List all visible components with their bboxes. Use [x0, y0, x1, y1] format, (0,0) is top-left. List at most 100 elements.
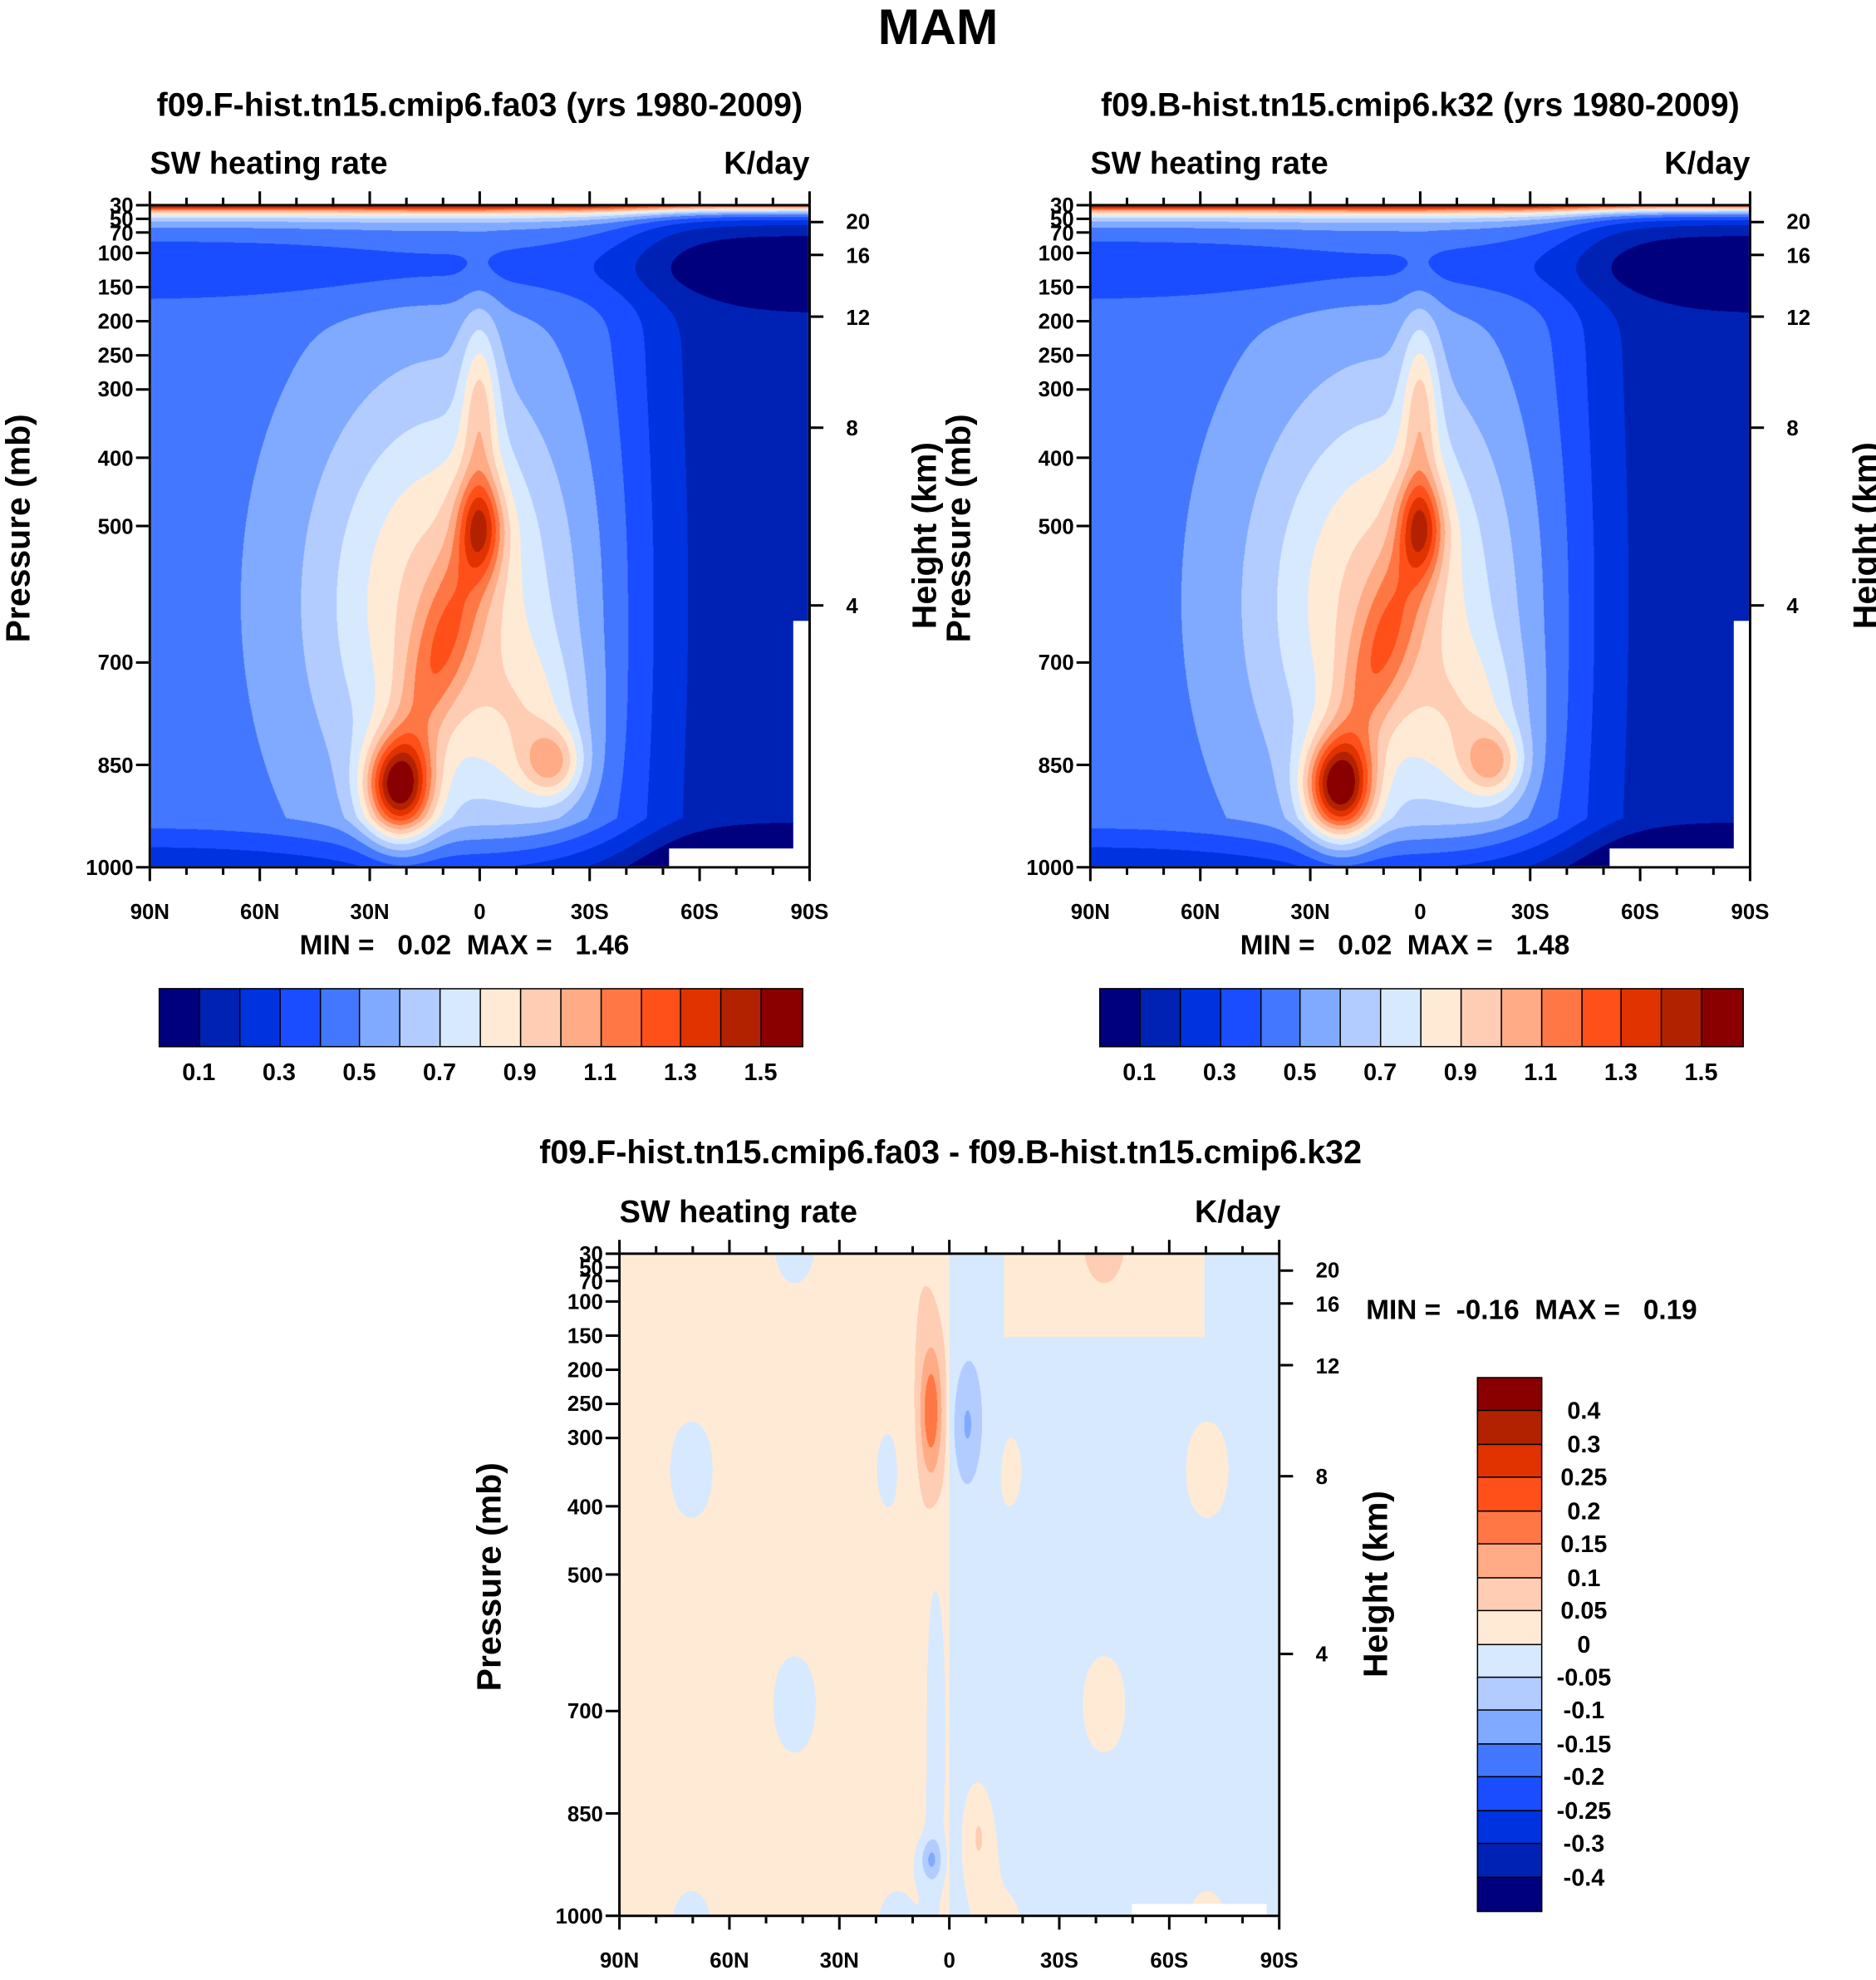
- colorbar-label: -0.05: [1556, 1665, 1612, 1692]
- x-tick-label: 30N: [1290, 900, 1330, 924]
- colorbar-swatch: [1179, 988, 1222, 1048]
- y-tick-label: 500: [567, 1563, 603, 1588]
- colorbar-label: 0.9: [1443, 1059, 1477, 1087]
- y-tick-label: 1000: [86, 856, 134, 880]
- y-tick-label: 100: [97, 241, 134, 266]
- colorbar-label: -0.25: [1556, 1798, 1612, 1825]
- x-tick-label: 90N: [130, 900, 169, 924]
- panel-2-contour-plot: [1088, 204, 1751, 869]
- y-tick-label: 150: [1038, 275, 1074, 300]
- y-tick-label: 850: [1038, 753, 1074, 778]
- y-tick-label: 150: [97, 275, 134, 300]
- colorbar-label: 0.7: [1363, 1059, 1397, 1087]
- difference-units-label: K/day: [1195, 1194, 1281, 1231]
- colorbar-swatch: [1476, 1776, 1543, 1812]
- colorbar-swatch: [1460, 988, 1503, 1048]
- y-tick-label: 700: [97, 651, 134, 676]
- colorbar-label: 1.5: [1684, 1059, 1718, 1087]
- colorbar-swatch: [1476, 1609, 1543, 1646]
- colorbar-swatch: [1139, 988, 1181, 1048]
- colorbar-swatch: [600, 988, 642, 1048]
- height-tick-label: 20: [1786, 210, 1811, 235]
- panel-2-contour-field: [1091, 206, 1749, 867]
- difference-variable-label: SW heating rate: [619, 1194, 857, 1231]
- difference-min-max: MIN = -0.16 MAX = 0.19: [1366, 1294, 1697, 1326]
- x-tick-label: 90S: [1731, 900, 1770, 924]
- y-tick-label: 1000: [1026, 856, 1074, 880]
- colorbar-swatch: [479, 988, 522, 1048]
- y-tick-label: 250: [97, 344, 134, 368]
- colorbar-label: 1.1: [583, 1059, 617, 1087]
- colorbar-swatch: [399, 988, 442, 1048]
- panel-1-title: f09.F-hist.tn15.cmip6.fa03 (yrs 1980-200…: [156, 86, 803, 124]
- y-tick-label: 50: [1049, 207, 1074, 232]
- height-tick-label: 20: [846, 210, 871, 235]
- colorbar-label: 1.5: [744, 1059, 778, 1087]
- y-tick-label: 250: [1038, 344, 1074, 368]
- colorbar-label: 0.9: [503, 1059, 537, 1087]
- colorbar-label: 1.3: [663, 1059, 697, 1087]
- colorbar-swatch: [1701, 988, 1744, 1048]
- colorbar-swatch: [1540, 988, 1583, 1048]
- max-label: MAX =: [1535, 1294, 1621, 1326]
- y-tick-label: 400: [97, 446, 134, 471]
- height-tick-label: 12: [846, 305, 871, 330]
- difference-contour-plot: [618, 1252, 1281, 1918]
- x-tick-label: 30S: [1510, 900, 1549, 924]
- colorbar-label: 0: [1577, 1632, 1591, 1658]
- colorbar-label: 0.5: [342, 1059, 376, 1087]
- height-tick-label: 16: [1315, 1292, 1340, 1316]
- colorbar-label: 1.1: [1524, 1059, 1558, 1087]
- y-tick-label: 500: [97, 514, 134, 539]
- height-tick-label: 8: [1315, 1465, 1328, 1489]
- y-tick-label: 400: [1038, 446, 1074, 471]
- y-tick-label: 200: [567, 1358, 603, 1383]
- x-tick-label: 90S: [790, 900, 829, 924]
- colorbar-swatch: [158, 988, 201, 1048]
- panel-1-contour-plot: [148, 204, 811, 869]
- colorbar-swatch: [1476, 1676, 1543, 1712]
- colorbar-swatch: [199, 988, 241, 1048]
- colorbar-swatch: [1476, 1410, 1543, 1446]
- x-tick-label: 60N: [1181, 900, 1220, 924]
- x-tick-label: 30S: [1040, 1948, 1078, 1973]
- colorbar-label: 0.5: [1283, 1059, 1317, 1087]
- figure-title: MAM: [877, 0, 999, 56]
- y-tick-label: 100: [567, 1290, 603, 1314]
- min-label: MIN =: [1366, 1294, 1441, 1326]
- y-tick-label: 70: [579, 1270, 603, 1294]
- panel-1-variable-label: SW heating rate: [150, 145, 388, 182]
- colorbar-swatch: [1500, 988, 1543, 1048]
- colorbar-swatch: [319, 988, 361, 1048]
- min-value: -0.16: [1456, 1294, 1520, 1326]
- y-tick-label: 30: [1049, 194, 1074, 219]
- colorbar-label: 0.4: [1567, 1398, 1601, 1426]
- panel-1-units-label: K/day: [724, 145, 810, 182]
- colorbar-swatch: [1420, 988, 1462, 1048]
- difference-contour-field: [621, 1255, 1279, 1915]
- y-tick-label: 300: [1038, 378, 1074, 402]
- colorbar-label: 0.3: [1202, 1059, 1236, 1087]
- colorbar-swatch: [1380, 988, 1422, 1048]
- max-label: MAX =: [1407, 929, 1493, 961]
- colorbar-label: -0.2: [1563, 1765, 1605, 1792]
- colorbar-label: 0.1: [182, 1059, 216, 1087]
- y-tick-label: 400: [567, 1495, 603, 1519]
- y-tick-label: 850: [97, 753, 134, 778]
- y-tick-label: 700: [567, 1699, 603, 1724]
- colorbar-swatch: [760, 988, 803, 1048]
- min-value: 0.02: [397, 929, 452, 961]
- height-tick-label: 4: [1786, 594, 1799, 618]
- y-tick-label: 50: [109, 207, 134, 232]
- max-value: 1.48: [1515, 929, 1570, 961]
- colorbar-label: -0.4: [1563, 1865, 1605, 1892]
- colorbar-swatch: [1476, 1510, 1543, 1545]
- panel-1-contour-field: [150, 206, 808, 867]
- height-tick-label: 12: [1786, 305, 1811, 330]
- x-tick-label: 30N: [350, 900, 390, 924]
- colorbar-label: -0.1: [1563, 1698, 1605, 1726]
- colorbar-label: 0.05: [1560, 1599, 1608, 1625]
- x-tick-label: 60N: [240, 900, 280, 924]
